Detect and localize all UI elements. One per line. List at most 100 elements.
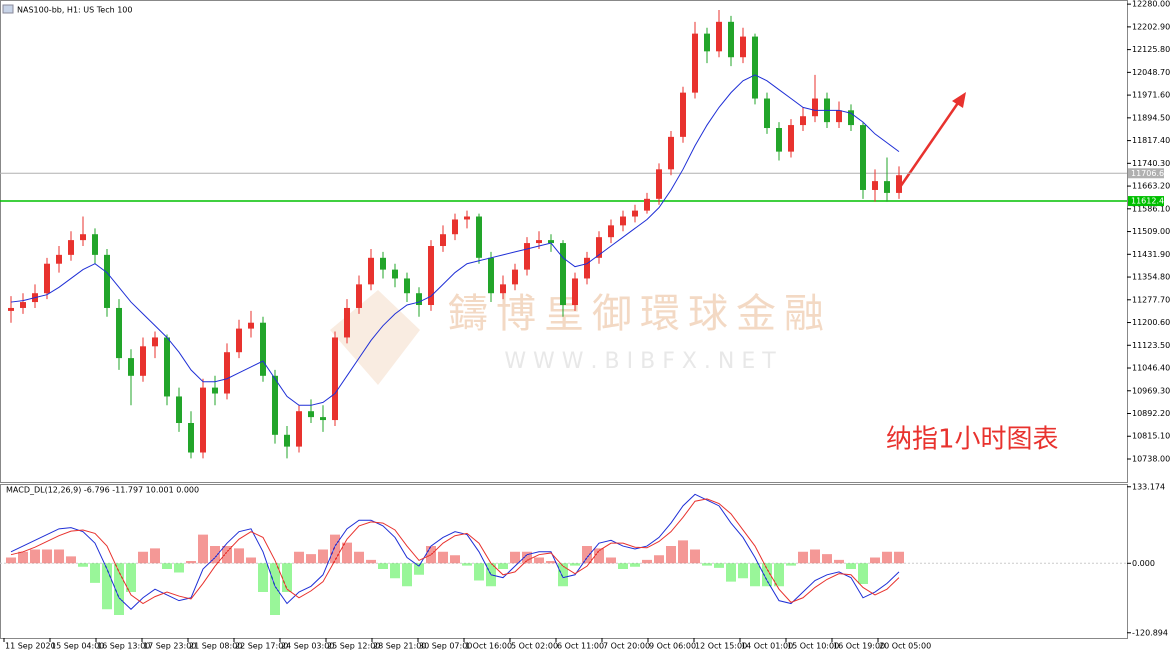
candle-body	[860, 125, 866, 190]
candle-body	[356, 284, 362, 308]
macd-title: MACD_DL(12,26,9) -6.796 -11.797 10.001 0…	[6, 486, 199, 495]
arrow-head	[952, 92, 966, 108]
candle-body	[392, 269, 398, 279]
arrow-line	[896, 99, 962, 191]
annotation: 纳指1小时图表	[886, 425, 1059, 455]
candle-body	[260, 322, 266, 376]
candle-body	[164, 337, 170, 397]
x-tick-label: 17 Sep 23:00	[143, 642, 196, 651]
candle-body	[596, 237, 602, 258]
price-label: 11706.60	[1131, 169, 1169, 178]
candle-body	[332, 337, 338, 421]
x-tick-label: 11 Sep 2020	[5, 642, 56, 651]
y-tick-label: 11046.40	[1132, 364, 1170, 373]
candle-body	[644, 198, 650, 211]
y-tick-label: 11123.50	[1132, 341, 1170, 350]
candle-body	[788, 125, 794, 152]
x-tick-label: 14 Oct 01:00	[741, 642, 793, 651]
y-tick-label: 11663.20	[1132, 182, 1170, 191]
candle-body	[812, 98, 818, 117]
x-tick-label: 20 Oct 05:00	[879, 642, 931, 651]
y-tick-label: 11200.60	[1132, 318, 1170, 327]
y-tick-label: 12125.80	[1132, 45, 1170, 54]
candle-body	[284, 434, 290, 447]
candle-body	[68, 240, 74, 255]
y-tick-label: 11354.80	[1132, 273, 1170, 282]
x-tick-label: 28 Sep 21:00	[373, 642, 426, 651]
candle-body	[800, 116, 806, 126]
macd-pane	[0, 484, 1128, 639]
candle-body	[620, 216, 626, 226]
candle-body	[320, 417, 326, 421]
x-tick-label: 21 Sep 08:00	[189, 642, 242, 651]
candle-body	[740, 36, 746, 58]
x-tick-label: 5 Oct 02:00	[511, 642, 558, 651]
candle-body	[128, 358, 134, 376]
y-tick-label: 0.000	[1132, 559, 1155, 568]
candle-body	[560, 243, 566, 306]
y-tick-label: 11740.30	[1132, 159, 1170, 168]
candle-body	[440, 234, 446, 247]
candle-body	[116, 307, 122, 359]
candle-body	[104, 254, 110, 308]
moving-average	[10, 74, 900, 406]
candle-body	[536, 240, 542, 244]
candle-body	[884, 181, 890, 193]
candle-body	[368, 257, 374, 285]
candle-body	[692, 33, 698, 93]
x-tick-label: 7 Oct 20:00	[603, 642, 650, 651]
candle-body	[296, 411, 302, 447]
watermark-logo	[330, 290, 420, 385]
y-tick-label: 10892.20	[1132, 409, 1170, 418]
candle-body	[8, 307, 14, 311]
candle-body	[524, 243, 530, 270]
candle-body	[404, 278, 410, 294]
candle-body	[848, 110, 854, 126]
candle-body	[716, 21, 722, 52]
x-tick-label: 24 Sep 03:00	[281, 642, 334, 651]
candle-body	[44, 263, 50, 294]
x-tick-label: 1 Oct 16:00	[465, 642, 512, 651]
x-tick-label: 16 Oct 19:00	[833, 642, 885, 651]
price-label-box	[1128, 196, 1164, 207]
y-tick-label: 10815.10	[1132, 432, 1170, 441]
watermark-name: 鑄博皇御環球金融	[448, 291, 832, 337]
macd-line	[10, 493, 900, 610]
y-tick-label: 11509.00	[1132, 227, 1170, 236]
y-tick-label: 10969.30	[1132, 386, 1170, 395]
candle-body	[764, 98, 770, 129]
symbol-icon	[2, 4, 14, 14]
y-tick-label: 10738.00	[1132, 454, 1170, 463]
y-tick-label: 11817.40	[1132, 136, 1170, 145]
candle-body	[464, 216, 470, 220]
y-tick-label: 133.174	[1132, 482, 1165, 491]
candle-body	[476, 216, 482, 258]
main-pane	[0, 0, 1128, 483]
candle-body	[680, 92, 686, 137]
candle-body	[776, 128, 782, 152]
y-tick-label: 12048.70	[1132, 68, 1170, 77]
candle-body	[200, 387, 206, 453]
candle-body	[608, 225, 614, 238]
y-tick-label: 11431.90	[1132, 250, 1170, 259]
candle-body	[452, 219, 458, 235]
candle-body	[344, 307, 350, 338]
candle-body	[92, 234, 98, 255]
candle-body	[212, 387, 218, 394]
price-label-box	[1128, 168, 1164, 179]
watermark-url: W W W . B I B F X . N E T	[504, 349, 776, 374]
candle-body	[896, 175, 902, 193]
y-tick-label: 12280.00	[1132, 0, 1170, 9]
y-tick-label: 11894.50	[1132, 113, 1170, 122]
x-tick-label: 15 Sep 04:00	[51, 642, 104, 651]
x-tick-label: 30 Sep 07:00	[419, 642, 472, 651]
candle-body	[248, 322, 254, 329]
candle-body	[380, 257, 386, 270]
x-tick-label: 6 Oct 11:00	[557, 642, 604, 651]
candle-body	[80, 234, 86, 241]
candle-body	[548, 240, 554, 244]
y-tick-label: 11971.60	[1132, 91, 1170, 100]
candle-body	[584, 257, 590, 279]
candle-body	[632, 210, 638, 217]
